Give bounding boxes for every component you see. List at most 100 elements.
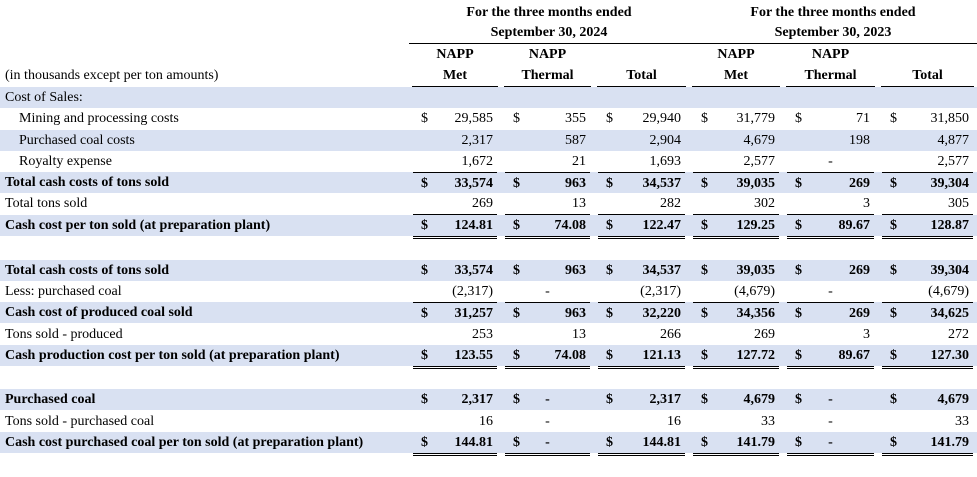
cell-2023-napp-met: $129.25	[693, 215, 779, 239]
cell-2024-total: $144.81	[598, 432, 685, 456]
cell-value: 587	[565, 133, 586, 148]
cell-value: (2,317)	[452, 284, 493, 299]
cell-value: 89.67	[838, 348, 871, 363]
currency-symbol: $	[421, 348, 428, 363]
cell-2024-total: $29,940	[598, 108, 685, 129]
cell-value: 31,257	[454, 306, 494, 321]
cell-value: 33	[761, 414, 775, 429]
cell-value: 2,317	[461, 133, 494, 148]
cell-2024-napp-met: 1,672	[413, 151, 497, 173]
cell-2023-total: 272	[882, 324, 973, 346]
cell-value: -	[828, 154, 833, 169]
row-label: Total cash costs of tons sold	[5, 263, 170, 278]
cell-value: 2,904	[649, 133, 682, 148]
table-row: Mining and processing costs $29,585 $355 $2…	[0, 108, 977, 129]
cell-2024-napp-met: 269	[413, 193, 497, 215]
cell-2024-total: $122.47	[598, 215, 685, 239]
table-row: Purchased coal $2,317 $ - $2,317 $4,679 $ - $4,6…	[0, 389, 977, 410]
cell-2023-total: $128.87	[882, 215, 973, 239]
period-2023-heading-line2: September 30, 2023	[774, 25, 892, 40]
currency-symbol: $	[513, 111, 520, 126]
cell-2024-total: 282	[598, 193, 685, 215]
cell-value: 13	[572, 327, 586, 342]
col-header-2024-napp-met-line2: Met	[442, 68, 468, 83]
cell-2023-napp-thermal: $89.67	[787, 215, 874, 239]
col-header-underline	[692, 86, 780, 87]
col-header-2023-napp-met-line1: NAPP	[717, 47, 755, 62]
currency-symbol: $	[701, 111, 708, 126]
cell-2024-napp-met: $33,574	[413, 172, 497, 194]
cell-2024-napp-thermal: $963	[505, 302, 590, 324]
cell-value: 33,574	[454, 263, 494, 278]
cell-value: 121.13	[642, 348, 682, 363]
cell-value: 74.08	[554, 218, 587, 233]
cell-value: 39,035	[736, 176, 776, 191]
cell-2024-napp-thermal: -	[505, 411, 590, 433]
cell-value: 71	[856, 111, 870, 126]
cell-2024-napp-met: 253	[413, 324, 497, 346]
cell-2024-napp-met: 16	[413, 411, 497, 433]
currency-symbol: $	[795, 218, 802, 233]
cell-2024-napp-thermal: 21	[505, 151, 590, 173]
cell-value: 3	[863, 327, 870, 342]
row-label: Cash cost per ton sold (at preparation p…	[5, 218, 271, 233]
cell-value: 124.81	[454, 218, 494, 233]
cell-value: 272	[948, 327, 969, 342]
currency-symbol: $	[513, 218, 520, 233]
table-row: Royalty expense 1,672 21 1,693 2,577 - 2,577	[0, 151, 977, 173]
cell-2023-napp-met: $39,035	[693, 260, 779, 281]
cell-2024-napp-thermal: $ -	[505, 389, 590, 410]
currency-symbol: $	[890, 218, 897, 233]
cell-value: 269	[472, 196, 493, 211]
cell-2023-napp-thermal: $89.67	[787, 345, 874, 369]
cell-2023-napp-thermal: 3	[787, 324, 874, 346]
row-label: Cash cost of produced coal sold	[5, 305, 193, 320]
cell-value: 305	[948, 196, 969, 211]
cell-2023-napp-thermal: -	[787, 281, 874, 303]
col-header-2023-napp-thermal-line1: NAPP	[811, 47, 850, 62]
cell-2024-napp-thermal: $74.08	[505, 345, 590, 369]
period-2024-heading-line2: September 30, 2024	[490, 25, 608, 40]
cell-2023-total: (4,679)	[882, 281, 973, 303]
currency-symbol: $	[701, 435, 708, 450]
cell-value: -	[828, 392, 833, 407]
currency-symbol: $	[513, 348, 520, 363]
period-2023-underline	[689, 43, 977, 44]
cell-2023-napp-met: 33	[693, 411, 779, 433]
cell-2024-napp-met: $123.55	[413, 345, 497, 369]
currency-symbol: $	[890, 435, 897, 450]
cell-value: 4,679	[937, 392, 970, 407]
cell-value: 266	[660, 327, 681, 342]
cell-2023-total: 4,877	[882, 130, 973, 151]
currency-symbol: $	[606, 111, 613, 126]
cell-2024-total: (2,317)	[598, 281, 685, 303]
cell-2023-total: $34,625	[882, 302, 973, 324]
col-header-2023-napp-met-line2: Met	[723, 68, 749, 83]
currency-symbol: $	[795, 176, 802, 191]
cell-2023-total: $141.79	[882, 432, 973, 456]
table-row: Cash cost per ton sold (at preparation p…	[0, 215, 977, 239]
cell-value: 123.55	[454, 348, 494, 363]
cell-value: 89.67	[838, 218, 871, 233]
currency-symbol: $	[701, 218, 708, 233]
currency-symbol: $	[890, 392, 897, 407]
cell-2024-napp-met: (2,317)	[413, 281, 497, 303]
currency-symbol: $	[701, 176, 708, 191]
cell-2024-total: 1,693	[598, 151, 685, 173]
cell-value: 31,850	[930, 111, 970, 126]
col-header-underline	[412, 86, 498, 87]
cell-value: 2,317	[649, 392, 682, 407]
cell-value: -	[828, 414, 833, 429]
cell-value: 144.81	[454, 435, 494, 450]
cell-2024-napp-thermal: $74.08	[505, 215, 590, 239]
currency-symbol: $	[795, 348, 802, 363]
cell-2024-napp-thermal: $963	[505, 172, 590, 194]
col-header-underline	[881, 86, 974, 87]
cell-value: (4,679)	[734, 284, 775, 299]
cell-value: -	[545, 414, 550, 429]
row-label: Total cash costs of tons sold	[5, 175, 170, 190]
currency-symbol: $	[421, 176, 428, 191]
cell-2024-napp-thermal: $355	[505, 108, 590, 129]
currency-symbol: $	[795, 435, 802, 450]
col-header-2024-napp-thermal-line2: Thermal	[521, 68, 574, 83]
